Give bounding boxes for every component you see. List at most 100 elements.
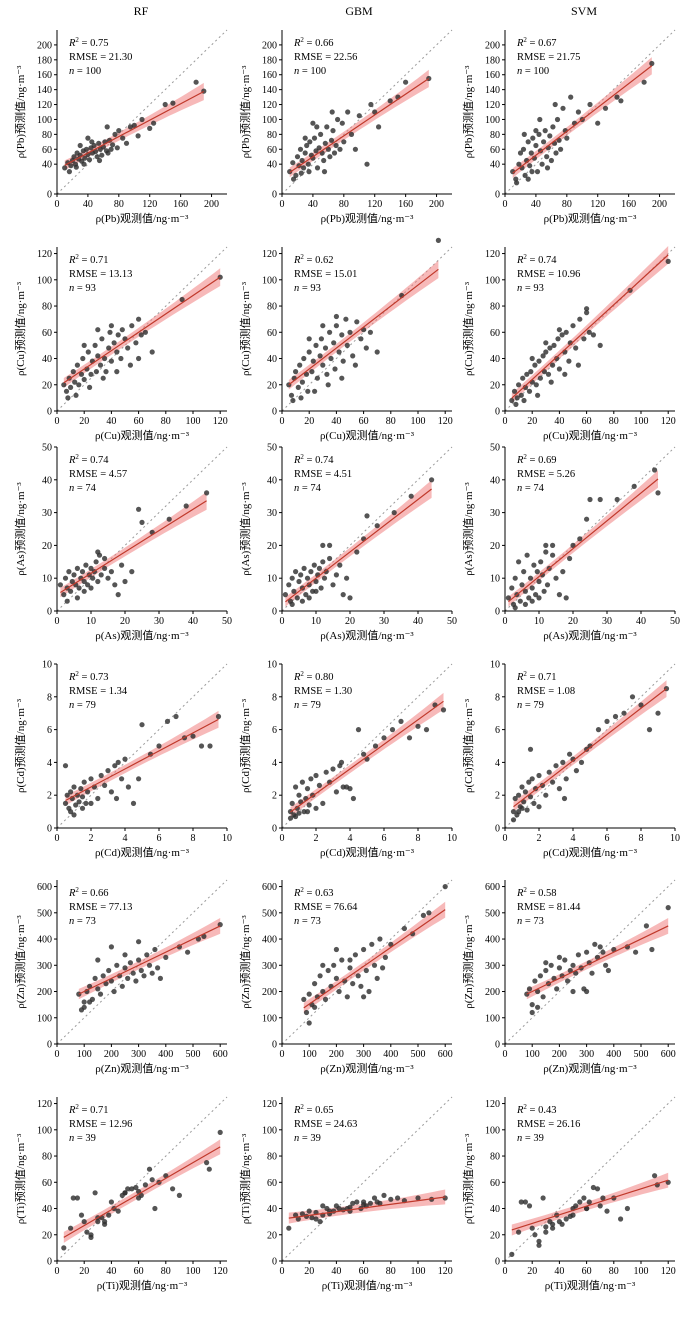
data-point xyxy=(301,996,307,1003)
n-annotation: n = 93 xyxy=(69,283,96,294)
data-point xyxy=(536,595,542,601)
data-point xyxy=(72,379,78,385)
data-point xyxy=(550,779,556,785)
data-point xyxy=(347,595,353,601)
data-point xyxy=(344,342,350,348)
data-point xyxy=(185,949,191,955)
data-point xyxy=(328,355,334,362)
data-point xyxy=(316,782,322,789)
y-tick-label: 10 xyxy=(267,574,277,585)
data-point xyxy=(66,169,72,175)
x-tick-label: 500 xyxy=(186,1049,201,1060)
data-point xyxy=(533,592,539,598)
data-point xyxy=(122,952,128,958)
y-axis-label: ρ(As)预测值/ng·m⁻³ xyxy=(462,482,475,576)
data-point xyxy=(535,1004,541,1010)
x-tick-label: 200 xyxy=(204,199,219,210)
data-point xyxy=(563,595,569,601)
data-point xyxy=(119,983,125,989)
data-point xyxy=(207,743,213,749)
data-point xyxy=(389,727,396,733)
data-point xyxy=(282,592,288,598)
data-point xyxy=(76,382,82,388)
data-point xyxy=(350,1200,356,1206)
n-annotation: n = 74 xyxy=(517,483,545,494)
x-axis-label: ρ(Pb)观测值/ng·m⁻³ xyxy=(96,212,190,225)
data-point xyxy=(130,970,136,976)
one-to-one-line xyxy=(281,1096,453,1262)
n-annotation: n = 93 xyxy=(294,283,321,294)
r2-annotation: R2 = 0.71 xyxy=(68,1103,108,1116)
y-tick-label: 140 xyxy=(37,85,52,96)
y-tick-label: 180 xyxy=(485,55,500,66)
x-tick-label: 80 xyxy=(339,199,349,210)
y-tick-label: 120 xyxy=(37,249,52,260)
data-point xyxy=(542,128,548,134)
data-point xyxy=(306,991,312,997)
rmse-annotation: RMSE = 77.13 xyxy=(69,902,132,913)
data-point xyxy=(81,588,87,594)
data-point xyxy=(535,392,541,398)
data-point xyxy=(129,569,135,575)
data-point xyxy=(516,809,522,815)
y-tick-label: 120 xyxy=(485,1099,500,1110)
fit-line xyxy=(285,488,432,603)
data-point xyxy=(573,345,579,351)
x-tick-label: 80 xyxy=(161,1266,171,1277)
data-point xyxy=(344,994,350,1000)
data-point xyxy=(312,981,318,987)
data-point xyxy=(306,1208,312,1214)
n-annotation: n = 73 xyxy=(294,916,321,927)
data-point xyxy=(332,366,338,372)
data-point xyxy=(298,170,304,176)
y-tick-label: 4 xyxy=(272,758,277,769)
y-tick-label: 0 xyxy=(272,607,277,618)
data-point xyxy=(122,756,128,762)
x-tick-label: 120 xyxy=(661,1266,676,1277)
data-point xyxy=(98,572,104,578)
data-point xyxy=(111,988,117,995)
data-point xyxy=(377,936,383,942)
data-point xyxy=(125,1186,131,1192)
y-tick-label: 160 xyxy=(37,70,52,81)
data-point xyxy=(550,1225,556,1231)
data-point xyxy=(543,967,549,974)
data-point xyxy=(649,60,655,67)
x-tick-label: 60 xyxy=(359,416,369,427)
data-point xyxy=(556,954,563,961)
x-tick-label: 30 xyxy=(602,616,612,627)
data-point xyxy=(604,1208,610,1214)
x-axis-label: ρ(Ti)观测值/ng·m⁻³ xyxy=(97,1279,188,1292)
y-tick-label: 0 xyxy=(47,824,52,835)
data-point xyxy=(62,165,68,171)
data-point xyxy=(536,131,542,137)
data-point xyxy=(536,772,542,779)
data-point xyxy=(84,1229,90,1235)
data-point xyxy=(127,124,133,130)
confidence-band xyxy=(78,918,221,1000)
data-point xyxy=(296,792,302,798)
data-point xyxy=(170,1186,176,1192)
data-point xyxy=(415,723,421,729)
data-point xyxy=(581,1195,587,1201)
x-axis-label: ρ(Cd)观测值/ng·m⁻³ xyxy=(95,846,190,859)
data-point xyxy=(66,569,72,575)
data-point xyxy=(381,1192,387,1198)
data-point xyxy=(102,1221,108,1227)
data-point xyxy=(325,146,331,152)
y-tick-label: 100 xyxy=(37,275,52,286)
one-to-one-line xyxy=(504,1096,676,1262)
x-axis-label: ρ(Zn)观测值/ng·m⁻³ xyxy=(95,1062,189,1075)
data-point xyxy=(529,1225,535,1231)
data-point xyxy=(366,988,372,995)
x-tick-label: 0 xyxy=(503,616,508,627)
data-point xyxy=(74,565,80,572)
y-tick-label: 400 xyxy=(37,935,52,946)
data-point xyxy=(299,598,305,604)
data-point xyxy=(329,109,335,115)
data-point xyxy=(382,954,388,961)
y-tick-label: 40 xyxy=(42,1204,52,1215)
x-tick-label: 160 xyxy=(398,199,413,210)
x-axis-label: ρ(Ti)观测值/ng·m⁻³ xyxy=(322,1279,413,1292)
